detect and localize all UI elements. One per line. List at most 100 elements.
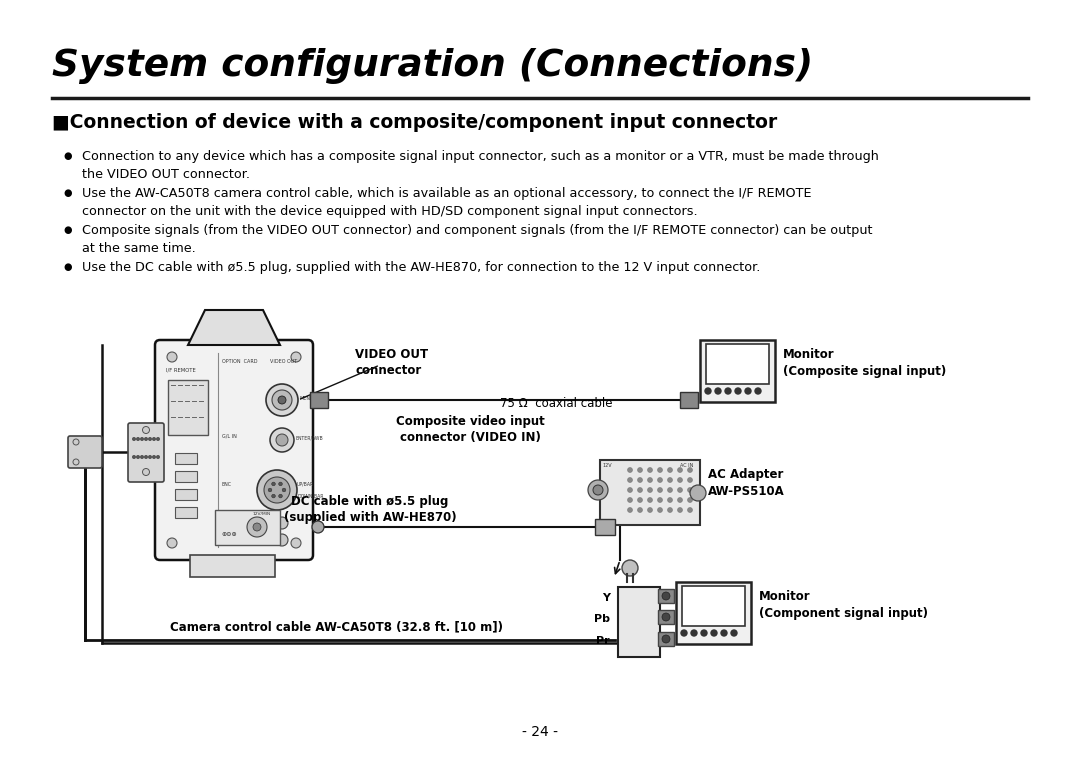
Bar	[618, 587, 660, 657]
Circle shape	[627, 488, 633, 492]
Bar	[215, 510, 280, 545]
Bar	[700, 340, 775, 402]
Circle shape	[276, 517, 288, 529]
Circle shape	[253, 523, 261, 531]
Circle shape	[637, 508, 643, 512]
Bar	[600, 460, 700, 525]
Circle shape	[648, 508, 652, 512]
Circle shape	[667, 477, 673, 482]
Circle shape	[662, 592, 670, 600]
Circle shape	[658, 467, 662, 473]
Circle shape	[667, 488, 673, 492]
Bar	[658, 610, 674, 624]
Bar	[175, 471, 197, 482]
Text: 75 Ω  coaxial cable: 75 Ω coaxial cable	[500, 397, 612, 410]
Circle shape	[721, 630, 727, 636]
Circle shape	[268, 489, 272, 492]
Text: G/L IN: G/L IN	[222, 434, 237, 439]
Circle shape	[637, 498, 643, 502]
Bar	[676, 582, 751, 644]
Text: DC cable with ø5.5 plug
(supplied with AW-HE870): DC cable with ø5.5 plug (supplied with A…	[284, 495, 457, 524]
Circle shape	[149, 438, 151, 441]
Circle shape	[291, 538, 301, 548]
Circle shape	[677, 508, 683, 512]
Bar	[310, 392, 328, 408]
Text: Camera control cable AW-CA50T8 (32.8 ft. [10 m]): Camera control cable AW-CA50T8 (32.8 ft.…	[170, 620, 503, 633]
Circle shape	[73, 439, 79, 445]
Bar	[681, 586, 745, 626]
Circle shape	[278, 396, 286, 404]
Text: MENU: MENU	[300, 396, 314, 401]
Text: Monitor
(Composite signal input): Monitor (Composite signal input)	[783, 348, 946, 378]
Bar	[175, 453, 197, 464]
Circle shape	[648, 477, 652, 482]
Circle shape	[690, 485, 706, 501]
Circle shape	[648, 498, 652, 502]
Circle shape	[658, 508, 662, 512]
Circle shape	[658, 488, 662, 492]
Circle shape	[167, 538, 177, 548]
Circle shape	[247, 517, 267, 537]
Text: ●: ●	[63, 151, 71, 161]
Text: VIDEO OUT: VIDEO OUT	[270, 359, 297, 364]
Circle shape	[637, 477, 643, 482]
Circle shape	[264, 477, 291, 503]
Bar	[168, 380, 208, 435]
Circle shape	[688, 508, 692, 512]
Circle shape	[143, 426, 149, 434]
Circle shape	[701, 630, 707, 636]
Bar	[190, 555, 275, 577]
Circle shape	[272, 390, 292, 410]
Text: 12V: 12V	[602, 463, 611, 468]
Circle shape	[282, 489, 286, 492]
Circle shape	[658, 498, 662, 502]
Text: ⊕⊖⊕: ⊕⊖⊕	[221, 532, 237, 537]
Circle shape	[133, 456, 135, 458]
Text: ●: ●	[63, 262, 71, 272]
Circle shape	[140, 438, 144, 441]
Circle shape	[276, 534, 288, 546]
Circle shape	[667, 508, 673, 512]
Circle shape	[688, 467, 692, 473]
Circle shape	[157, 438, 160, 441]
Circle shape	[677, 498, 683, 502]
Circle shape	[145, 456, 147, 458]
Circle shape	[272, 482, 275, 486]
Circle shape	[688, 477, 692, 482]
Circle shape	[137, 438, 139, 441]
Circle shape	[637, 467, 643, 473]
Circle shape	[157, 456, 160, 458]
Circle shape	[627, 467, 633, 473]
Text: ENTER/AWB: ENTER/AWB	[296, 436, 324, 441]
Text: Use the AW-CA50T8 camera control cable, which is available as an optional access: Use the AW-CA50T8 camera control cable, …	[82, 187, 811, 218]
Circle shape	[677, 467, 683, 473]
Text: I/F REMOTE: I/F REMOTE	[166, 367, 195, 372]
Text: DOWN/BAR: DOWN/BAR	[297, 494, 324, 499]
Circle shape	[667, 498, 673, 502]
Text: Use the DC cable with ø5.5 plug, supplied with the AW-HE870, for connection to t: Use the DC cable with ø5.5 plug, supplie…	[82, 261, 760, 274]
Circle shape	[667, 467, 673, 473]
Circle shape	[755, 388, 761, 394]
FancyBboxPatch shape	[68, 436, 102, 468]
Text: ●: ●	[63, 188, 71, 198]
Text: AC IN: AC IN	[680, 463, 693, 468]
Circle shape	[622, 560, 638, 576]
Text: Y: Y	[602, 593, 610, 603]
Circle shape	[691, 630, 697, 636]
Circle shape	[627, 477, 633, 482]
Circle shape	[725, 388, 731, 394]
Polygon shape	[188, 310, 280, 345]
Text: Pb: Pb	[594, 614, 610, 624]
Circle shape	[291, 352, 301, 362]
Bar	[680, 392, 698, 408]
Circle shape	[735, 388, 741, 394]
Text: UP/BAR: UP/BAR	[297, 482, 314, 487]
Circle shape	[648, 467, 652, 473]
Text: Pr: Pr	[596, 636, 610, 646]
Circle shape	[593, 485, 603, 495]
Text: - 24 -: - 24 -	[522, 725, 558, 739]
Bar	[658, 589, 674, 603]
Circle shape	[266, 384, 298, 416]
Text: AC Adapter
AW-PS510A: AC Adapter AW-PS510A	[708, 468, 785, 498]
Circle shape	[270, 428, 294, 452]
